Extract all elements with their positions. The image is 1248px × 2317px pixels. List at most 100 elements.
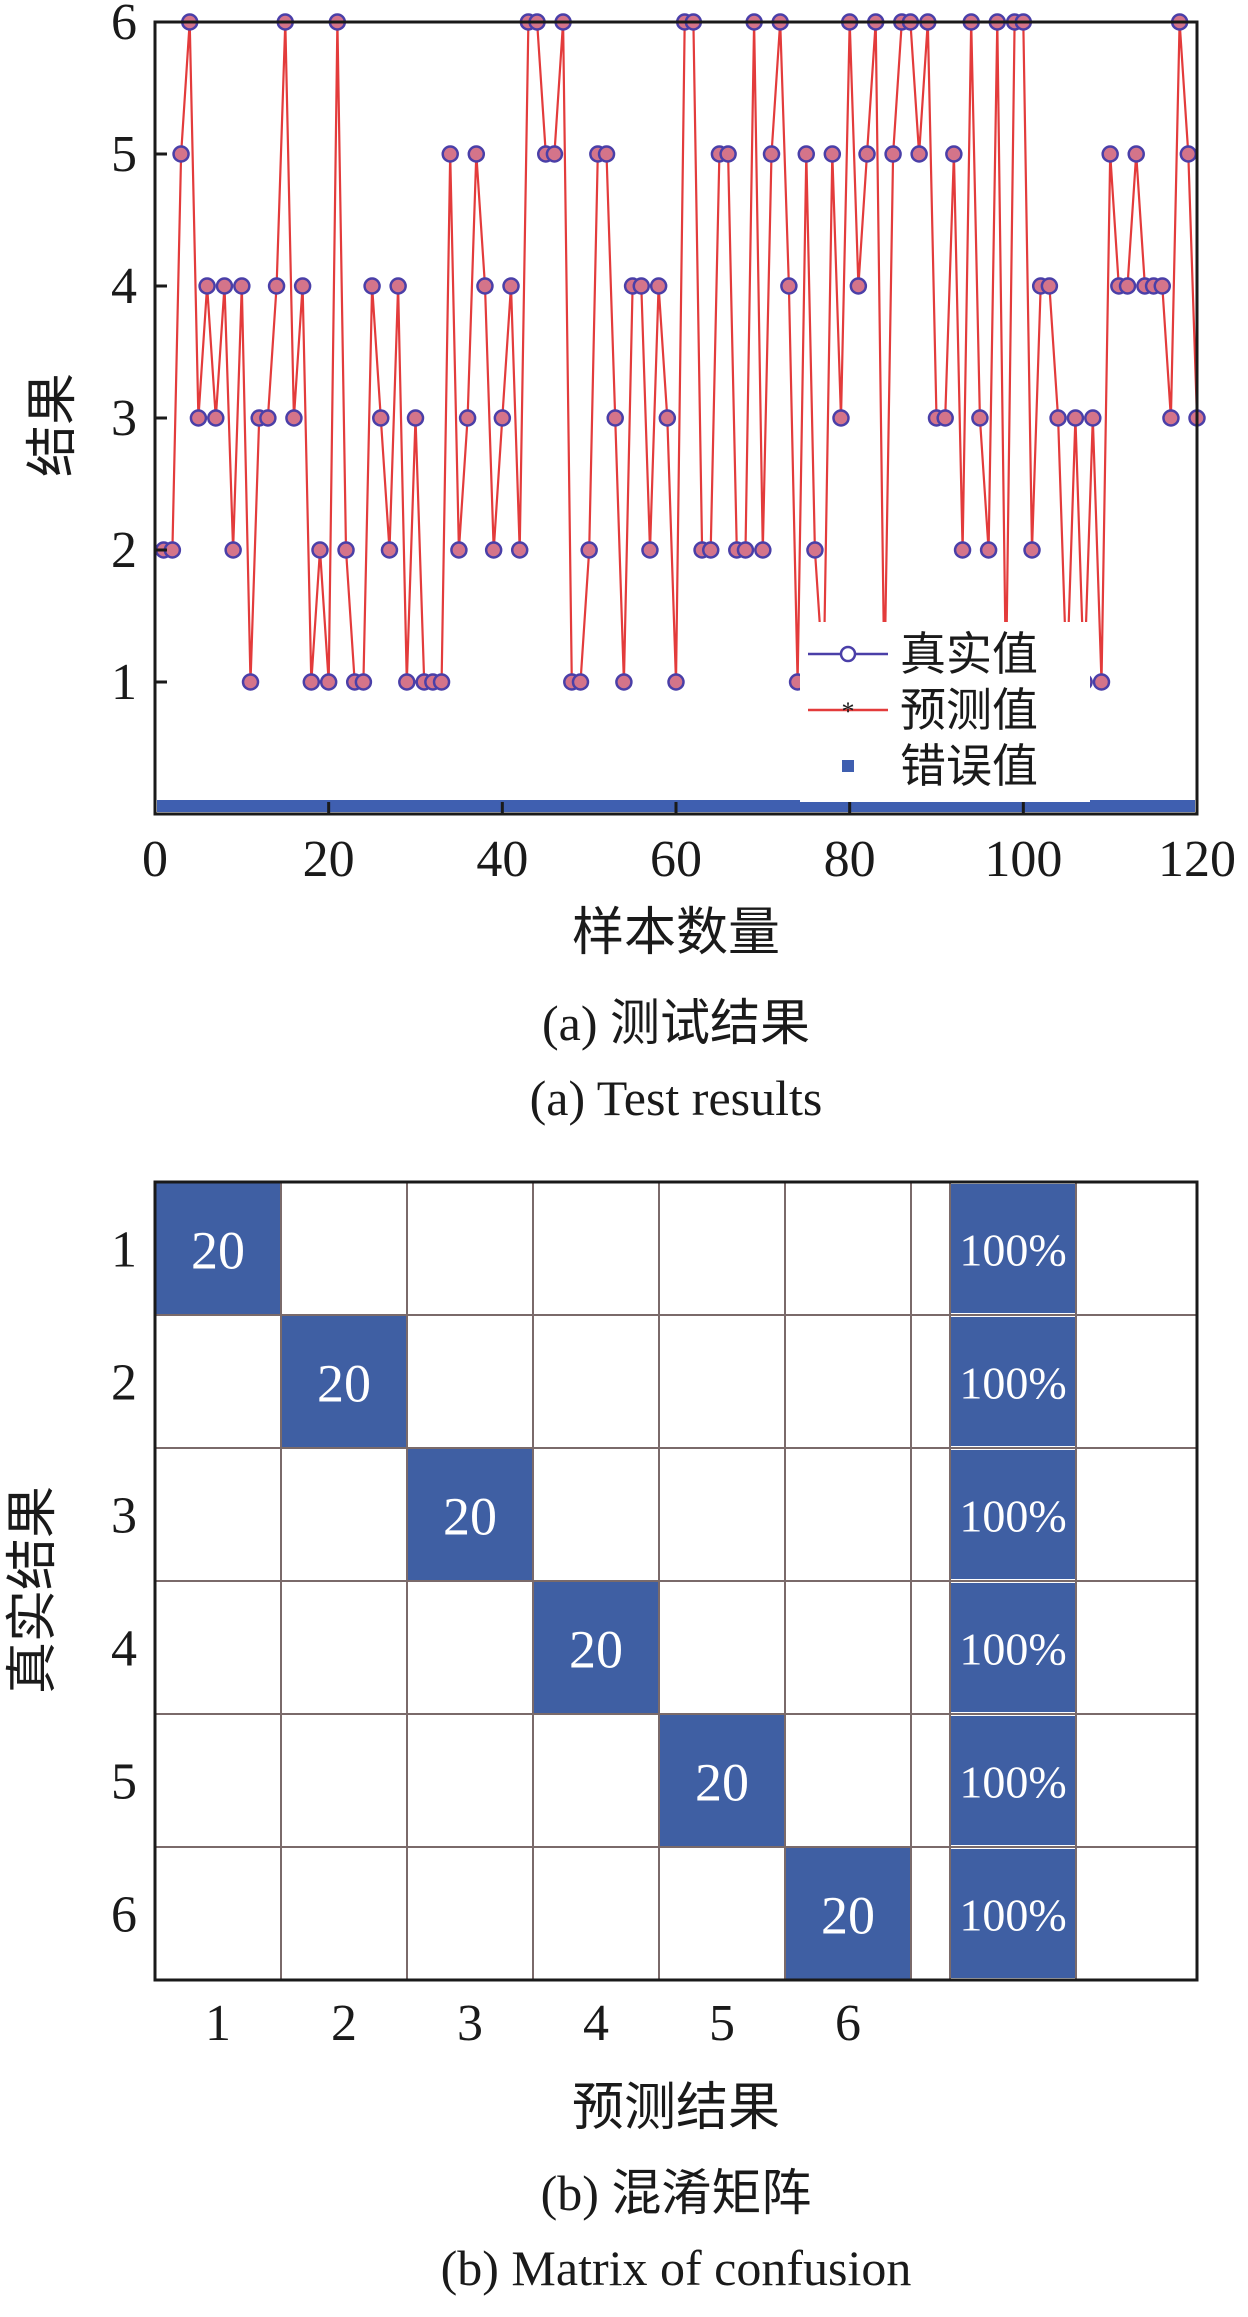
row-class-label: 3 bbox=[111, 1488, 137, 1545]
predicted-line bbox=[163, 20, 1199, 684]
true-value-point bbox=[207, 409, 225, 427]
true-value-point bbox=[233, 277, 251, 295]
true-value-point bbox=[571, 673, 590, 691]
true-value-point bbox=[198, 277, 216, 295]
y-tick-label: 2 bbox=[111, 522, 137, 579]
matrix-cell-value: 20 bbox=[443, 1487, 497, 1547]
col-class-label: 6 bbox=[835, 1995, 861, 2052]
col-class-label: 3 bbox=[457, 1995, 483, 2052]
legend-true-marker bbox=[839, 645, 857, 663]
accuracy-cell bbox=[950, 1317, 1076, 1446]
matrix-cell bbox=[155, 1182, 281, 1315]
x-axis-label: 样本数量 bbox=[572, 905, 780, 962]
true-value-point bbox=[406, 409, 425, 427]
matrix-cells: 20 100% 20 100% 20 100% 20 100% 20 100% 20 100% bbox=[155, 1182, 1076, 1980]
matrix-cell bbox=[533, 1581, 659, 1714]
true-value-point bbox=[780, 277, 798, 295]
true-value-point bbox=[615, 673, 633, 691]
row-class-label: 1 bbox=[111, 1222, 137, 1279]
true-value-point bbox=[189, 409, 208, 427]
true-value-point bbox=[979, 541, 998, 559]
true-value-point bbox=[476, 277, 494, 295]
true-value-point bbox=[380, 541, 399, 559]
accuracy-cell bbox=[950, 1450, 1076, 1579]
matrix-cell-value: 20 bbox=[317, 1354, 371, 1414]
true-value-point bbox=[910, 145, 928, 163]
true-value-point bbox=[1153, 277, 1172, 295]
y-tick-label: 5 bbox=[111, 126, 137, 183]
matrix-cell-value: 20 bbox=[821, 1886, 875, 1946]
true-value-point bbox=[224, 541, 242, 559]
true-value-point bbox=[1040, 277, 1059, 295]
true-value-point bbox=[1084, 409, 1102, 427]
true-value-point bbox=[884, 145, 902, 163]
y-tick-label: 4 bbox=[111, 258, 137, 315]
true-value-point bbox=[432, 673, 451, 691]
col-class-label: 2 bbox=[331, 1995, 357, 2052]
accuracy-value: 100% bbox=[959, 1225, 1066, 1276]
true-value-point bbox=[597, 145, 616, 163]
row-class-label: 5 bbox=[111, 1754, 137, 1811]
caption-a-cn: (a) 测试结果 bbox=[542, 995, 810, 1051]
legend-label: 错误值 bbox=[900, 741, 1038, 792]
true-value-point bbox=[502, 277, 520, 295]
true-value-point bbox=[580, 541, 598, 559]
x-tick-label: 120 bbox=[1158, 831, 1236, 888]
true-value-point bbox=[1023, 541, 1041, 559]
true-value-point bbox=[658, 409, 677, 427]
series-lines bbox=[163, 20, 1199, 684]
true-value-point bbox=[172, 145, 190, 163]
true-value-point bbox=[1092, 673, 1111, 691]
row-class-label: 4 bbox=[111, 1621, 137, 1678]
y-axis-label: 真实结果 bbox=[5, 1486, 62, 1694]
true-value-point bbox=[606, 409, 624, 427]
true-value-point bbox=[372, 409, 390, 427]
matrix-cell-value: 20 bbox=[569, 1620, 623, 1680]
x-axis-label: 预测结果 bbox=[572, 2080, 780, 2137]
accuracy-value: 100% bbox=[959, 1890, 1066, 1941]
legend-error-marker bbox=[842, 760, 854, 772]
x-axis-ticks: 0 20 40 60 80 100 120 bbox=[142, 802, 1236, 888]
true-value-point bbox=[632, 277, 651, 295]
true-value-point bbox=[302, 673, 321, 691]
matrix-cell bbox=[407, 1448, 533, 1581]
true-value-point bbox=[259, 409, 277, 427]
row-class-label: 6 bbox=[111, 1887, 137, 1944]
matrix-grid bbox=[155, 1182, 1197, 1980]
true-value-point bbox=[241, 673, 260, 691]
true-value-point bbox=[363, 277, 381, 295]
true-value-point bbox=[458, 409, 477, 427]
true-value-point bbox=[832, 409, 850, 427]
true-value-point bbox=[641, 541, 659, 559]
caption-a-en: (a) Test results bbox=[530, 1070, 823, 1126]
matrix-tick-labels: 1 1 2 2 3 3 4 4 5 5 6 6 bbox=[111, 1222, 861, 2053]
caption-b-en: (b) Matrix of confusion bbox=[441, 2240, 912, 2296]
true-value-point bbox=[510, 541, 529, 559]
true-value-point bbox=[545, 145, 564, 163]
legend-label: 预测值 bbox=[900, 685, 1038, 736]
accuracy-value: 100% bbox=[959, 1358, 1066, 1409]
caption-b-cn: (b) 混淆矩阵 bbox=[541, 2165, 812, 2221]
true-value-point bbox=[163, 541, 182, 559]
true-value-point bbox=[971, 409, 989, 427]
matrix-cell-value: 20 bbox=[695, 1753, 749, 1813]
accuracy-value: 100% bbox=[959, 1491, 1066, 1542]
y-axis-label: 结果 bbox=[25, 373, 82, 477]
true-value-point bbox=[1066, 409, 1085, 427]
col-class-label: 4 bbox=[583, 1995, 609, 2052]
true-value-point bbox=[1127, 145, 1145, 163]
x-tick-label: 100 bbox=[984, 831, 1062, 888]
true-value-point bbox=[389, 277, 407, 295]
matrix-cell-value: 20 bbox=[191, 1221, 245, 1281]
series-markers bbox=[154, 13, 1206, 691]
accuracy-value: 100% bbox=[959, 1624, 1066, 1675]
true-value-point bbox=[649, 277, 668, 295]
y-tick-label: 6 bbox=[111, 0, 137, 51]
true-value-point bbox=[293, 277, 312, 295]
true-value-point bbox=[936, 409, 954, 427]
accuracy-cell bbox=[950, 1849, 1076, 1978]
row-class-label: 2 bbox=[111, 1355, 137, 1412]
